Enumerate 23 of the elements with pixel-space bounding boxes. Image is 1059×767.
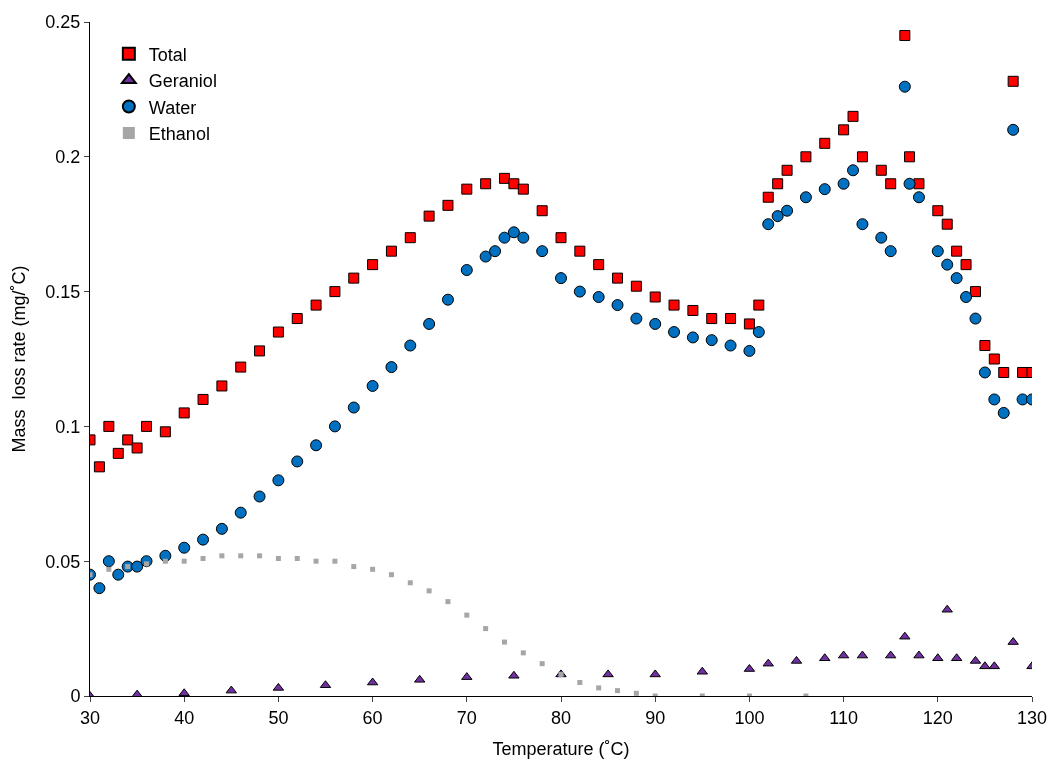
y-tick-label: 0 (70, 686, 81, 707)
x-tick-label: 30 (79, 707, 101, 728)
x-tick-label: 90 (645, 707, 666, 728)
x-tick-label: 100 (734, 707, 765, 728)
y-tick-label: 0.25 (45, 12, 81, 33)
x-axis-title: Temperature (˚C) (492, 738, 630, 759)
legend-label: Geraniol (148, 71, 217, 92)
legend-label: Total (148, 44, 187, 65)
x-tick-label: 40 (174, 707, 195, 728)
x-tick-label: 50 (268, 707, 289, 728)
y-tick-label: 0.05 (45, 551, 81, 572)
y-axis-title: Mass loss rate (mg/˚C) (8, 265, 29, 453)
y-tick-label: 0.2 (55, 147, 81, 168)
x-tick-label: 110 (829, 707, 858, 728)
x-tick-label: 120 (922, 707, 953, 728)
y-tick-label: 0.1 (55, 416, 81, 437)
legend-label: Water (148, 97, 197, 118)
x-tick-label: 130 (1016, 707, 1048, 728)
x-tick-label: 70 (456, 707, 477, 728)
y-tick-label: 0.15 (45, 281, 81, 302)
legend-label: Ethanol (148, 123, 210, 144)
x-tick-label: 60 (362, 707, 383, 728)
x-tick-label: 80 (550, 707, 572, 728)
